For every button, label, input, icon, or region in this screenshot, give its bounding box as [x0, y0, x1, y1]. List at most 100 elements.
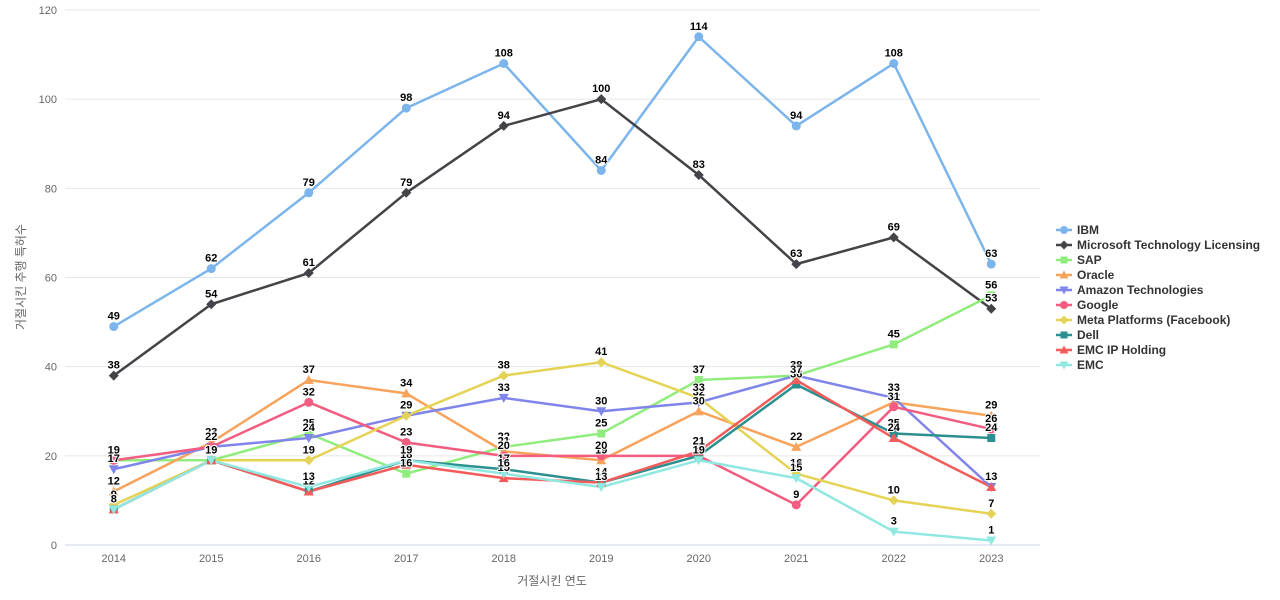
data-label: 38 [498, 360, 510, 372]
data-label: 19 [205, 444, 217, 456]
legend-item-sap[interactable]: SAP [1056, 253, 1102, 267]
y-tick-40: 40 [45, 362, 57, 374]
marker-triangle-down [693, 456, 704, 466]
data-label: 7 [988, 498, 994, 510]
legend-item-emc-ip-holding[interactable]: EMC IP Holding [1056, 343, 1166, 357]
data-label: 30 [595, 395, 607, 407]
marker-triangle-down [303, 434, 314, 443]
marker-triangle [986, 482, 997, 492]
marker-circle [1060, 301, 1068, 309]
series-labels-emc: 8 19 13 19 16 13 19 15 3 1 [110, 443, 996, 537]
x-tick-2015: 2015 [199, 553, 223, 565]
legend-item-dell[interactable]: Dell [1056, 328, 1099, 342]
marker-triangle-down [108, 505, 119, 515]
series-markers-oracle [108, 375, 997, 496]
data-label: 114 [690, 21, 709, 33]
marker-triangle [1059, 270, 1069, 279]
data-label: 49 [108, 311, 120, 323]
marker-diamond [1059, 240, 1069, 250]
data-label: 84 [595, 155, 608, 167]
marker-diamond [108, 370, 119, 381]
data-label: 16 [400, 458, 412, 470]
x-axis-title: 거절시킨 연도 [517, 574, 587, 588]
legend-label: Oracle [1077, 268, 1115, 282]
marker-circle [1060, 226, 1068, 234]
marker-triangle-down [596, 483, 607, 493]
marker-triangle-down [986, 536, 997, 546]
data-label: 62 [205, 253, 217, 265]
y-tick-120: 120 [39, 5, 57, 17]
data-label: 31 [888, 391, 900, 403]
data-label: 19 [108, 444, 120, 456]
data-label: 79 [400, 177, 412, 189]
data-label: 69 [888, 221, 900, 233]
x-tick-2017: 2017 [394, 553, 418, 565]
marker-diamond [596, 357, 607, 368]
data-label: 32 [303, 386, 315, 398]
y-tick-60: 60 [45, 273, 57, 285]
marker-diamond [401, 410, 412, 421]
legend-item-meta-platforms-facebook[interactable]: Meta Platforms (Facebook) [1056, 313, 1230, 327]
data-label: 8 [111, 493, 117, 505]
data-label: 9 [793, 489, 799, 501]
marker-triangle [401, 388, 412, 398]
legend-item-microsoft-technology-licensing[interactable]: Microsoft Technology Licensing [1056, 238, 1260, 252]
data-label: 22 [205, 431, 217, 443]
data-label: 24 [985, 422, 998, 434]
legend-item-google[interactable]: Google [1056, 298, 1119, 312]
data-label: 22 [498, 431, 510, 443]
marker-triangle-down [888, 527, 899, 537]
data-label: 19 [400, 444, 412, 456]
data-label: 10 [888, 484, 900, 496]
x-tick-2016: 2016 [297, 553, 321, 565]
data-label: 30 [693, 395, 705, 407]
data-label: 19 [108, 444, 120, 456]
series-line-google [112, 401, 993, 507]
marker-circle [499, 59, 509, 68]
marker-diamond [986, 508, 997, 519]
data-label: 19 [400, 444, 412, 456]
data-label: 36 [790, 369, 802, 381]
data-label: 63 [985, 248, 997, 260]
legend-label: EMC IP Holding [1077, 343, 1166, 357]
series-line-microsoft-technology-licensing [112, 97, 993, 377]
legend-item-emc[interactable]: EMC [1056, 358, 1104, 372]
data-label: 24 [888, 422, 901, 434]
data-label: 20 [693, 440, 705, 452]
y-tick-20: 20 [45, 451, 57, 463]
legend-label: Amazon Technologies [1077, 283, 1204, 297]
data-label: 94 [790, 110, 803, 122]
marker-triangle-down [108, 465, 119, 475]
data-label: 61 [303, 257, 315, 269]
series-line-sap [112, 294, 993, 475]
legend-item-amazon-technologies[interactable]: Amazon Technologies [1056, 283, 1204, 297]
marker-diamond [1059, 315, 1069, 325]
data-label: 17 [108, 453, 120, 465]
data-label: 56 [985, 279, 997, 291]
marker-diamond [498, 120, 509, 131]
legend-item-ibm[interactable]: IBM [1056, 223, 1099, 237]
data-label: 25 [888, 418, 900, 430]
data-label: 9 [111, 489, 117, 501]
series-labels-emc-ip-holding: 8 19 12 18 15 14 21 37 24 13 [110, 363, 999, 506]
y-tick-80: 80 [45, 183, 57, 195]
data-label: 23 [400, 426, 412, 438]
marker-triangle-down [596, 407, 607, 417]
marker-diamond [206, 299, 217, 310]
legend-item-oracle[interactable]: Oracle [1056, 268, 1115, 282]
series-line-ibm [112, 35, 993, 328]
data-label: 26 [985, 413, 997, 425]
x-tick-2021: 2021 [784, 553, 808, 565]
data-label: 19 [303, 444, 315, 456]
data-label: 16 [790, 458, 802, 470]
data-label: 100 [592, 83, 610, 95]
marker-circle [304, 188, 314, 198]
data-label: 17 [498, 453, 510, 465]
x-tick-2023: 2023 [979, 553, 1003, 565]
data-label: 29 [400, 400, 412, 412]
